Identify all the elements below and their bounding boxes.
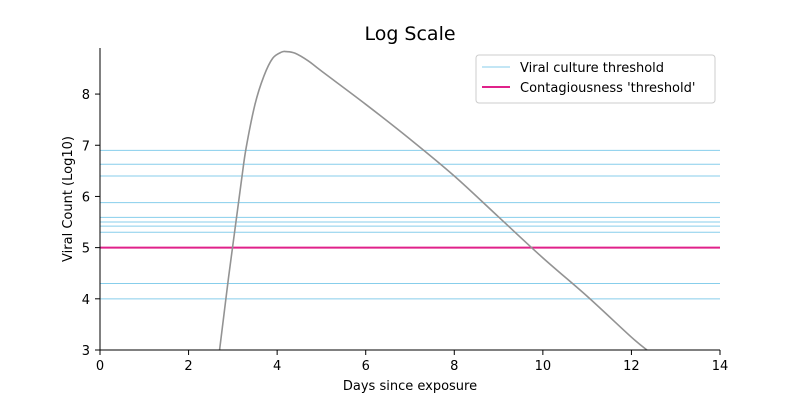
- legend-label-contagiousness: Contagiousness 'threshold': [520, 81, 695, 96]
- x-tick-label: 4: [273, 359, 281, 374]
- y-tick-label: 6: [82, 190, 90, 205]
- axes: [99, 48, 720, 351]
- x-tick-label: 8: [450, 359, 458, 374]
- threshold-lines: [100, 149, 720, 300]
- y-tick-label: 8: [82, 88, 90, 103]
- y-tick-label: 4: [82, 293, 90, 308]
- legend-box: [475, 54, 716, 104]
- x-tick-label: 2: [184, 359, 192, 374]
- legend: Viral culture threshold Contagiousness '…: [475, 54, 716, 104]
- series-group: [218, 50, 648, 351]
- legend-label-viral-culture: Viral culture threshold: [520, 61, 664, 76]
- x-tick-label: 6: [362, 359, 370, 374]
- y-tick-label: 3: [82, 344, 90, 359]
- x-tick-label: 12: [623, 359, 640, 374]
- chart-title: Log Scale: [364, 23, 455, 45]
- viral-load-curve: [218, 50, 648, 351]
- x-tick-label: 14: [712, 359, 729, 374]
- x-axis-label: Days since exposure: [343, 379, 477, 394]
- x-tick-label: 10: [535, 359, 552, 374]
- y-axis-label: Viral Count (Log10): [61, 136, 76, 262]
- x-ticks: 0 2 4 6 8 10 12 14: [96, 350, 728, 374]
- y-tick-label: 7: [82, 139, 90, 154]
- y-ticks: 3 4 5 6 7 8: [82, 88, 100, 359]
- y-tick-label: 5: [82, 242, 90, 257]
- x-tick-label: 0: [96, 359, 104, 374]
